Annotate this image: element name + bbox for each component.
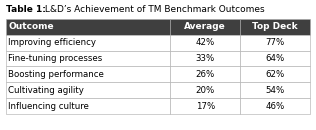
Bar	[240, 35, 310, 51]
Text: 17%: 17%	[196, 102, 215, 111]
Bar	[240, 82, 310, 98]
Text: 54%: 54%	[266, 86, 285, 95]
Bar	[240, 51, 310, 66]
Bar	[6, 19, 170, 35]
Bar	[6, 35, 170, 51]
Text: Top Deck: Top Deck	[252, 22, 298, 31]
Bar	[170, 51, 240, 66]
Text: Boosting performance: Boosting performance	[8, 70, 104, 79]
Text: 77%: 77%	[266, 38, 285, 47]
Bar	[6, 98, 170, 114]
Text: 33%: 33%	[196, 54, 215, 63]
Text: Cultivating agility: Cultivating agility	[8, 86, 84, 95]
Text: 64%: 64%	[266, 54, 285, 63]
Text: Influencing culture: Influencing culture	[8, 102, 89, 111]
Text: L&D’s Achievement of TM Benchmark Outcomes: L&D’s Achievement of TM Benchmark Outcom…	[42, 5, 265, 14]
Bar	[170, 98, 240, 114]
Text: 20%: 20%	[196, 86, 215, 95]
Text: 62%: 62%	[266, 70, 285, 79]
Bar	[6, 66, 170, 82]
Text: Table 1:: Table 1:	[6, 5, 46, 14]
Bar	[240, 98, 310, 114]
Bar	[240, 66, 310, 82]
Text: 26%: 26%	[196, 70, 215, 79]
Bar	[170, 82, 240, 98]
Bar	[170, 66, 240, 82]
Text: Average: Average	[184, 22, 226, 31]
Bar	[170, 35, 240, 51]
Text: Improving efficiency: Improving efficiency	[8, 38, 96, 47]
Text: Outcome: Outcome	[8, 22, 54, 31]
Text: Fine-tuning processes: Fine-tuning processes	[8, 54, 102, 63]
Bar	[170, 19, 240, 35]
Bar	[6, 51, 170, 66]
Text: 42%: 42%	[196, 38, 215, 47]
Bar	[6, 82, 170, 98]
Bar	[240, 19, 310, 35]
Text: 46%: 46%	[266, 102, 285, 111]
